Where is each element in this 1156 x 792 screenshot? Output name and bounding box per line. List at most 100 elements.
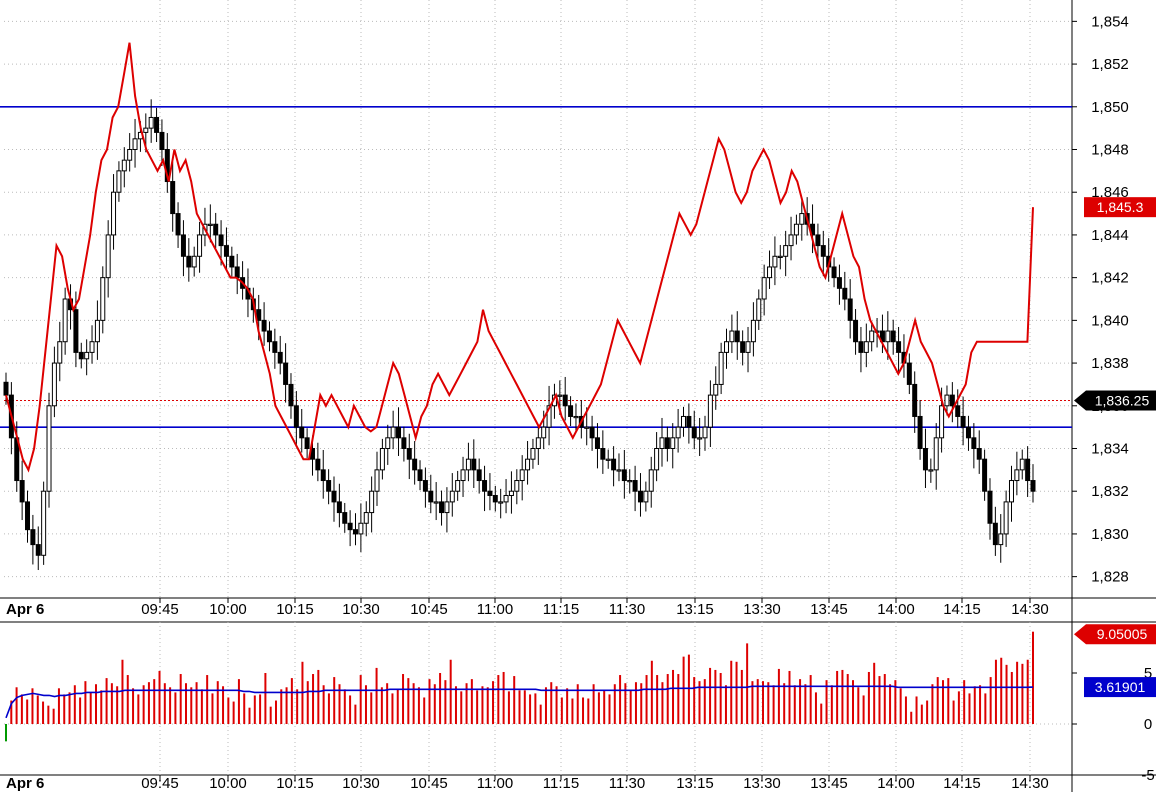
candle-body[interactable] [605,458,611,461]
candle-body[interactable] [568,405,574,417]
candle-body[interactable] [928,469,934,472]
candle-body[interactable] [180,234,186,257]
candle-body[interactable] [611,458,617,471]
candle-body[interactable] [396,426,402,439]
candle-body[interactable] [976,448,982,460]
candle-body[interactable] [385,437,391,450]
candle-body[interactable] [186,255,192,268]
candle-body[interactable] [842,287,848,300]
candle-body[interactable] [514,480,520,492]
candle-body[interactable] [890,330,896,343]
candle-body[interactable] [84,351,90,360]
candle-body[interactable] [508,490,514,496]
candle-body[interactable] [675,426,681,439]
candle-body[interactable] [616,469,622,472]
candle-body[interactable] [277,351,283,364]
candle-body[interactable] [761,277,767,300]
candle-body[interactable] [148,116,154,129]
candle-body[interactable] [831,266,837,279]
candle-body[interactable] [159,131,165,151]
candle-body[interactable] [406,448,412,460]
candle-body[interactable] [100,277,106,321]
candle-body[interactable] [207,223,213,226]
candle-body[interactable] [78,351,84,360]
candle-body[interactable] [637,490,643,503]
candle-body[interactable] [1003,501,1009,535]
candle-body[interactable] [62,298,68,343]
candle-body[interactable] [347,522,353,531]
candle-body[interactable] [627,480,633,483]
candle-body[interactable] [772,255,778,268]
candle-body[interactable] [557,394,563,397]
candle-body[interactable] [686,415,692,428]
overlay-line[interactable] [5,42,1034,473]
candle-body[interactable] [487,490,493,496]
candle-body[interactable] [465,458,471,471]
candle-body[interactable] [293,405,299,428]
candle-body[interactable] [121,159,127,172]
candle-body[interactable] [439,501,445,514]
indicator-panel[interactable]: -5 0 5 9.05005 3.61901 Apr 6 09:45 10:00 10:15 10… [4,622,1156,792]
candle-body[interactable] [191,255,197,268]
candle-body[interactable] [358,522,364,535]
candle-body[interactable] [982,458,988,492]
candle-body[interactable] [73,309,79,353]
candle-body[interactable] [498,501,504,504]
candle-body[interactable] [820,245,826,257]
candle-body[interactable] [1030,480,1036,492]
candle-body[interactable] [3,381,9,396]
candle-body[interactable] [670,437,676,450]
candle-body[interactable] [777,255,783,258]
candle-body[interactable] [127,149,133,161]
candle-body[interactable] [793,223,799,236]
candle-body[interactable] [960,415,966,428]
candle-body[interactable] [374,469,380,492]
candle-body[interactable] [223,245,229,257]
candle-body[interactable] [1025,458,1031,482]
candle-body[interactable] [41,490,47,556]
candle-body[interactable] [390,426,396,439]
candle-body[interactable] [449,490,455,503]
candle-body[interactable] [229,255,235,268]
candle-body[interactable] [573,415,579,419]
candle-body[interactable] [326,480,332,492]
candle-body[interactable] [971,437,977,450]
candle-body[interactable] [197,234,203,257]
candle-body[interactable] [266,330,272,343]
candle-body[interactable] [492,494,498,503]
candle-body[interactable] [745,341,751,353]
candle-body[interactable] [729,330,735,343]
candle-body[interactable] [562,394,568,407]
candle-body[interactable] [654,448,660,471]
candle-body[interactable] [342,512,348,524]
candle-body[interactable] [788,234,794,247]
candle-body[interactable] [503,494,509,503]
candle-body[interactable] [713,383,719,396]
candle-body[interactable] [331,490,337,503]
candle-body[interactable] [659,437,665,450]
candle-body[interactable] [482,480,488,492]
candle-body[interactable] [89,341,95,353]
candle-body[interactable] [691,426,697,439]
candle-body[interactable] [836,277,842,289]
candle-body[interactable] [412,458,418,471]
candle-body[interactable] [132,138,138,150]
candle-body[interactable] [541,426,547,439]
candle-body[interactable] [847,298,853,321]
candle-body[interactable] [955,405,961,417]
candle-body[interactable] [530,448,536,460]
candle-body[interactable] [858,341,864,353]
candle-body[interactable] [94,319,100,343]
candle-body[interactable] [643,490,649,503]
candle-body[interactable] [992,522,998,546]
candle-body[interactable] [455,480,461,492]
candle-body[interactable] [917,415,923,450]
candle-body[interactable] [987,490,993,524]
candle-body[interactable] [111,191,117,236]
candle-body[interactable] [680,415,686,428]
candle-body[interactable] [933,437,939,471]
candle-body[interactable] [869,330,875,343]
candle-body[interactable] [460,469,466,482]
candle-body[interactable] [175,213,181,236]
